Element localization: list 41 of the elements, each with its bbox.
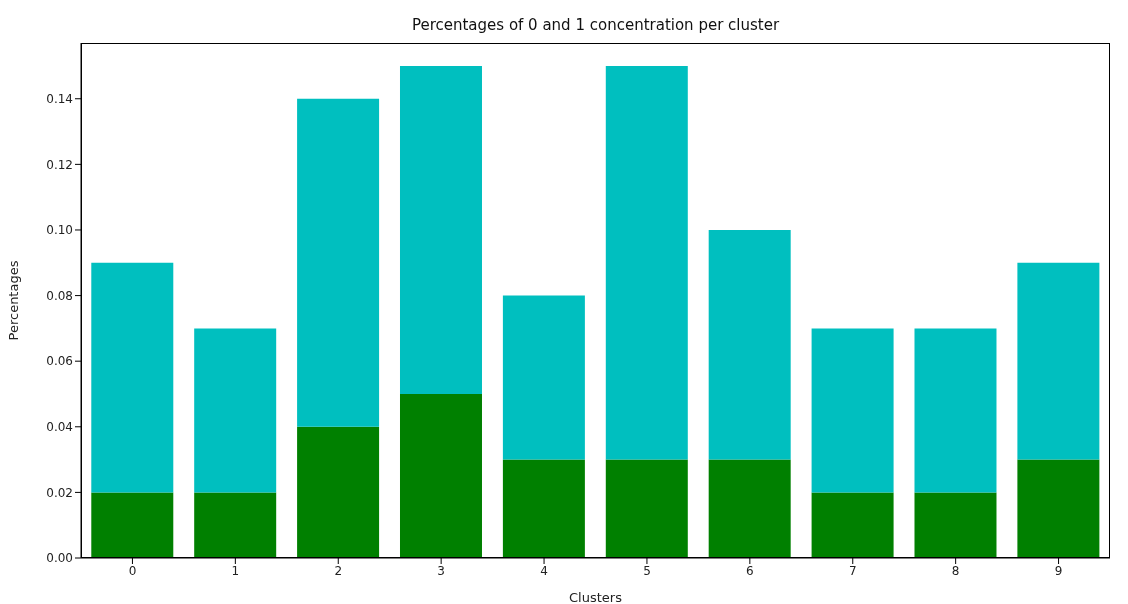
- bar: [194, 328, 277, 493]
- bar: [91, 262, 174, 493]
- y-tick-label: 0.04: [46, 420, 73, 435]
- bar: [399, 65, 482, 394]
- x-axis-title: Clusters: [569, 590, 623, 604]
- y-axis-title: Percentages: [5, 260, 21, 341]
- x-tick-label: 4: [540, 563, 548, 578]
- bar: [605, 459, 688, 558]
- x-tick-label: 1: [231, 563, 240, 578]
- x-tick-label: 0: [128, 563, 137, 578]
- y-tick-label: 0.12: [46, 157, 73, 172]
- bar: [605, 65, 688, 460]
- x-tick-label: 3: [437, 563, 445, 578]
- bar: [708, 229, 791, 460]
- bar: [914, 328, 997, 493]
- bar: [914, 492, 997, 558]
- bar: [194, 492, 277, 558]
- y-tick-label: 0.14: [46, 92, 73, 107]
- x-tick-label: 6: [746, 563, 754, 578]
- bar: [811, 492, 894, 558]
- bar: [1017, 262, 1100, 460]
- x-tick-label: 7: [848, 563, 857, 578]
- bar: [502, 459, 585, 558]
- chart-title: Percentages of 0 and 1 concentration per cluster: [410, 16, 781, 34]
- bar: [91, 492, 174, 558]
- x-tick-label: 5: [643, 563, 651, 578]
- y-tick-label: 0.06: [46, 354, 73, 369]
- y-tick-label: 0.08: [46, 288, 73, 303]
- bar: [297, 426, 380, 558]
- bar: [1017, 459, 1100, 558]
- bar: [502, 295, 585, 460]
- bar: [811, 328, 894, 493]
- bar: [708, 459, 791, 558]
- y-tick-label: 0.02: [46, 485, 73, 500]
- x-tick-label: 9: [1054, 563, 1063, 578]
- x-tick-label: 8: [951, 563, 960, 578]
- bar: [297, 98, 380, 427]
- y-tick-label: 0.00: [46, 551, 73, 566]
- bar: [399, 393, 482, 558]
- y-tick-label: 0.10: [46, 223, 73, 238]
- x-tick-label: 2: [334, 563, 343, 578]
